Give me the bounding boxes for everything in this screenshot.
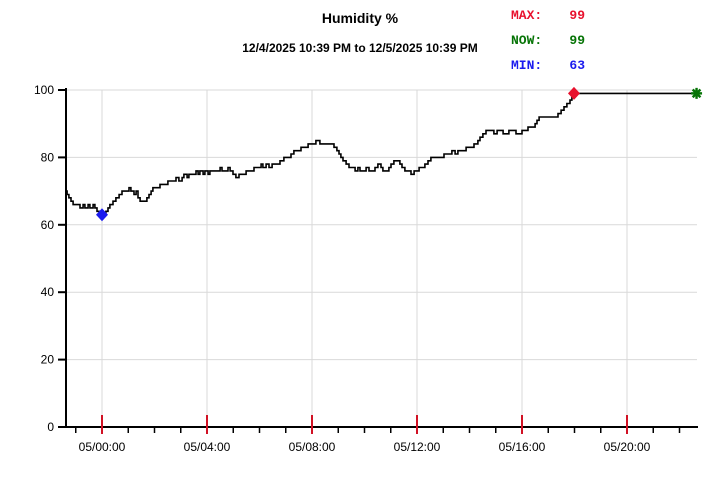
y-tick-label: 80 [41,150,55,164]
x-tick-label: 05/04:00 [184,440,231,454]
y-tick-label: 40 [41,285,55,299]
x-tick-label: 05/12:00 [394,440,441,454]
x-tick-label: 05/00:00 [79,440,126,454]
legend-row-min: MIN: 63 [511,58,585,83]
legend-now-value: 99 [569,33,585,48]
chart-subtitle: 12/4/2025 10:39 PM to 12/5/2025 10:39 PM [242,41,478,55]
y-tick-label: 20 [41,353,55,367]
now-marker [691,87,703,99]
legend-max-value: 99 [569,8,585,23]
x-tick-label: 05/08:00 [289,440,336,454]
humidity-series-line [66,92,697,216]
x-tick-label: 05/20:00 [604,440,651,454]
x-tick-label: 05/16:00 [499,440,546,454]
max-marker [567,86,580,100]
legend-max-label: MAX: [511,8,543,23]
chart-title: Humidity % [321,10,399,26]
y-tick-label: 0 [47,420,54,434]
y-tick-label: 60 [41,218,55,232]
y-tick-label: 100 [34,83,54,97]
legend-row-now: NOW: 99 [511,33,585,58]
legend-min-value: 63 [569,58,585,73]
legend-min-label: MIN: [511,58,543,73]
legend-now-label: NOW: [511,33,543,48]
chart-legend: MAX: 99 NOW: 99 MIN: 63 [511,8,585,83]
legend-row-max: MAX: 99 [511,8,585,33]
min-marker [96,208,108,222]
